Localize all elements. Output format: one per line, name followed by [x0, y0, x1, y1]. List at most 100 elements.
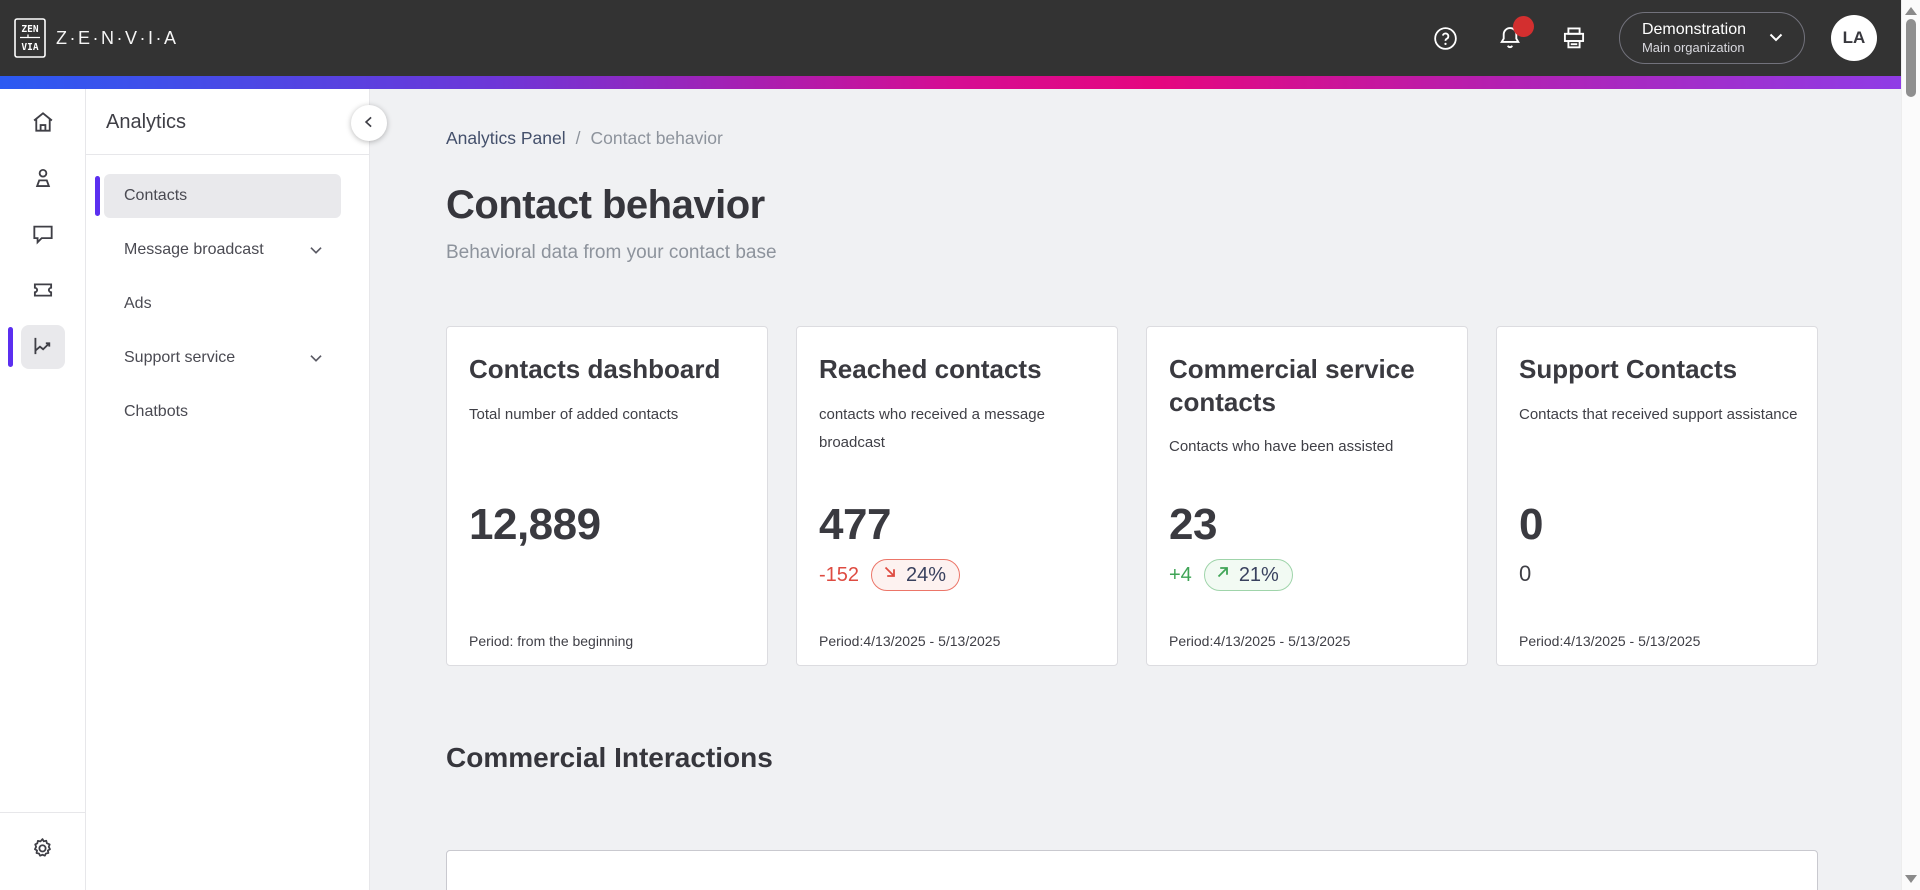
breadcrumb-current: Contact behavior — [590, 128, 723, 148]
rail-item-contacts[interactable] — [21, 157, 65, 201]
notifications-button[interactable] — [1493, 16, 1534, 55]
topbar: ZEN VIA Z·E·N·V·I·A — [0, 0, 1901, 76]
arrow-down-right-icon — [881, 563, 899, 587]
card-period: Period:4/13/2025 - 5/13/2025 — [819, 633, 1001, 649]
menu-item-contacts[interactable]: Contacts — [95, 174, 341, 218]
card-period: Period:4/13/2025 - 5/13/2025 — [1169, 633, 1351, 649]
breadcrumb: Analytics Panel / Contact behavior — [446, 128, 1901, 149]
ticket-icon — [30, 277, 56, 306]
org-subtitle: Main organization — [1641, 39, 1745, 55]
panel-divider — [86, 154, 369, 155]
card-value: 12,889 — [469, 500, 601, 549]
org-switcher-labels: Demonstration Main organization — [1642, 20, 1746, 56]
rail-item-home[interactable] — [21, 101, 65, 145]
card-metric: 23 +4 21% — [1169, 503, 1293, 591]
breadcrumb-parent-link[interactable]: Analytics Panel — [446, 128, 566, 148]
scrollbar-down-arrow[interactable] — [1905, 875, 1917, 883]
card-metric: 477 -152 24% — [819, 500, 961, 591]
rail-item-settings[interactable] — [21, 828, 65, 872]
card-title: Support Contacts — [1519, 354, 1738, 384]
card-title: Commercial service contacts — [1169, 354, 1415, 417]
delta-value: -152 — [819, 563, 860, 586]
icon-rail — [0, 89, 86, 890]
avatar-initials: LA — [1842, 28, 1866, 47]
kpi-card-reached-contacts: Reached contacts contacts who received a… — [796, 326, 1118, 666]
kpi-card-support-contacts: Support Contacts Contacts that received … — [1496, 326, 1818, 666]
card-metric: 12,889 — [469, 503, 601, 547]
rail-item-conversations[interactable] — [21, 213, 65, 257]
rail-bottom-section — [0, 812, 85, 890]
menu-item-label: Ads — [124, 295, 152, 312]
scrollbar-up-arrow[interactable] — [1905, 7, 1917, 15]
svg-text:VIA: VIA — [21, 42, 38, 53]
collapse-panel-button[interactable] — [351, 105, 387, 141]
avatar[interactable]: LA — [1831, 15, 1877, 61]
card-title: Contacts dashboard — [469, 354, 721, 384]
delta-value: +4 — [1169, 563, 1192, 586]
card-title: Reached contacts — [819, 354, 1042, 384]
card-period: Period:4/13/2025 - 5/13/2025 — [1519, 633, 1701, 649]
gear-icon — [30, 836, 55, 864]
brand-wordmark: Z·E·N·V·I·A — [56, 27, 179, 48]
analytics-panel: Analytics Contacts Message broadcast — [86, 89, 387, 890]
notification-badge-dot — [1512, 16, 1534, 37]
card-value: 23 — [1169, 500, 1217, 549]
chevron-down-icon — [1764, 25, 1788, 52]
arrow-up-right-icon — [1214, 563, 1232, 587]
help-icon — [1432, 25, 1459, 52]
help-button[interactable] — [1429, 21, 1463, 55]
menu-item-support-service[interactable]: Support service — [104, 336, 341, 380]
rail-item-tickets[interactable] — [21, 269, 65, 313]
card-value: 477 — [819, 500, 891, 549]
chevron-down-icon — [305, 347, 327, 369]
card-description: Contacts that received support assistanc… — [1519, 405, 1798, 423]
line-chart-icon — [30, 333, 56, 362]
org-name: Demonstration — [1641, 20, 1746, 38]
card-description: contacts who received a message broadcas… — [819, 405, 1045, 452]
panel-title: Analytics — [106, 111, 187, 133]
breadcrumb-separator: / — [575, 128, 581, 148]
topbar-actions: Demonstration Main organization LA — [1399, 12, 1877, 64]
scrollbar[interactable] — [1901, 0, 1920, 890]
home-icon — [30, 109, 56, 138]
content-area: Analytics Panel / Contact behavior Conta… — [370, 89, 1901, 890]
section-heading-commercial-interactions: Commercial Interactions — [446, 742, 773, 773]
chevron-down-icon — [305, 239, 327, 261]
kpi-cards-row: Contacts dashboard Total number of added… — [446, 326, 1901, 666]
printer-icon — [1560, 24, 1588, 52]
menu-item-label: Support service — [124, 349, 236, 366]
menu-item-ads[interactable]: Ads — [104, 282, 341, 326]
card-description: Contacts who have been assisted — [1169, 438, 1394, 455]
percent-badge-negative: 24% — [871, 559, 961, 591]
menu-item-chatbots[interactable]: Chatbots — [104, 390, 341, 434]
rail-item-analytics[interactable] — [7, 325, 65, 369]
badge-percent: 24% — [906, 563, 947, 586]
menu-item-label: Chatbots — [124, 403, 189, 420]
menu-item-label: Contacts — [124, 187, 188, 204]
card-secondary-value: 0 — [1519, 561, 1532, 586]
chat-bubble-icon — [30, 221, 56, 250]
menu-item-label: Message broadcast — [124, 241, 264, 258]
scrollbar-thumb[interactable] — [1906, 19, 1916, 97]
svg-text:ZEN: ZEN — [21, 24, 38, 35]
page-subtitle: Behavioral data from your contact base — [446, 242, 777, 263]
kpi-card-contacts-dashboard: Contacts dashboard Total number of added… — [446, 326, 768, 666]
page-title: Contact behavior — [446, 183, 765, 227]
percent-badge-positive: 21% — [1203, 559, 1293, 591]
org-switcher[interactable]: Demonstration Main organization — [1618, 12, 1805, 64]
card-period: Period: from the beginning — [469, 633, 634, 649]
print-button[interactable] — [1557, 21, 1591, 55]
commercial-interactions-card — [446, 850, 1818, 890]
card-description: Total number of added contacts — [469, 405, 679, 423]
card-metric: 0 0 — [1519, 503, 1543, 587]
menu-item-message-broadcast[interactable]: Message broadcast — [104, 228, 341, 272]
kpi-card-commercial-service-contacts: Commercial service contacts Contacts who… — [1146, 326, 1468, 666]
card-delta-row: +4 21% — [1169, 559, 1293, 591]
card-delta-row: -152 24% — [819, 559, 961, 591]
brand-gradient-bar — [0, 76, 1901, 89]
card-value: 0 — [1519, 500, 1543, 549]
main-layout: Analytics Contacts Message broadcast — [0, 89, 1901, 890]
chevron-left-icon — [359, 112, 379, 135]
person-icon — [30, 165, 56, 194]
